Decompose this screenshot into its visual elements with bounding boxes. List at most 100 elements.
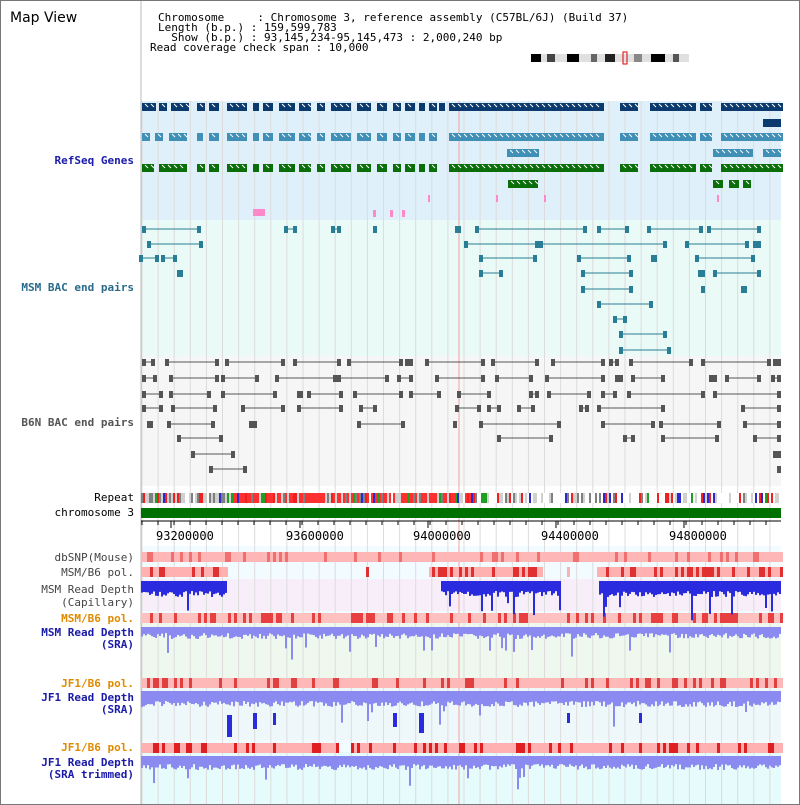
depth-bar (557, 627, 559, 637)
depth-bar (373, 691, 375, 704)
depth-bar (495, 756, 497, 766)
depth-bar (651, 691, 653, 705)
gene-chevron (319, 103, 324, 108)
depth-bar (739, 581, 741, 592)
bac-end-marker (583, 226, 587, 233)
repeat-segment (339, 493, 341, 503)
depth-bar (723, 691, 725, 707)
repeat-segment (295, 493, 297, 503)
track-label-dbsnp[interactable]: dbSNP(Mouse) (54, 551, 134, 564)
depth-bar (293, 627, 295, 635)
depth-bar (229, 756, 231, 770)
track-label-chromosome[interactable]: chromosome 3 (54, 506, 134, 519)
track-label-msm-depth-sra[interactable]: MSM Read Depth (41, 626, 134, 639)
track-label-jf1-depth-sra[interactable]: JF1 Read Depth (41, 691, 134, 704)
repeat-segment (407, 493, 409, 503)
repeat-segment (239, 493, 241, 503)
track-label-jf1-b6-pol[interactable]: JF1/B6 pol. (61, 677, 134, 690)
gene-chevron (379, 133, 384, 138)
depth-bar (295, 756, 297, 765)
depth-bar (753, 756, 755, 769)
heat-cell (222, 678, 225, 688)
track-label-jf1-depth-trim[interactable]: JF1 Read Depth (41, 756, 134, 769)
track-label-msm-b6-pol-2[interactable]: MSM/B6 pol. (61, 612, 134, 625)
repeat-segment (409, 493, 411, 503)
depth-bar (547, 691, 549, 703)
repeat-segment (733, 493, 735, 503)
depth-bar (543, 627, 545, 635)
depth-bar (225, 581, 227, 593)
bac-end-marker (499, 270, 503, 277)
heat-cell (438, 678, 441, 688)
depth-bar (755, 691, 757, 705)
track-label-repeat[interactable]: Repeat (94, 491, 134, 504)
depth-bar (743, 756, 745, 766)
gene-chevron (499, 133, 504, 138)
repeat-segment (265, 493, 267, 503)
heat-cell (669, 613, 672, 623)
track-label-b6n-bac[interactable]: B6N BAC end pairs (21, 416, 134, 429)
heat-cell (771, 743, 774, 753)
heat-cell (744, 678, 747, 688)
track-label-msm-depth-cap[interactable]: MSM Read Depth (41, 583, 134, 596)
depth-bar (555, 756, 557, 769)
repeat-segment (149, 493, 151, 503)
depth-bar (733, 756, 735, 770)
heat-cell (231, 678, 234, 688)
depth-bar (183, 581, 185, 593)
heat-cell (513, 743, 516, 753)
heat-cell (543, 552, 546, 562)
depth-spike (227, 715, 232, 737)
heat-cell (207, 743, 210, 753)
heat-cell (555, 552, 558, 562)
depth-bar (331, 691, 333, 707)
heat-cell (447, 613, 450, 623)
heat-cell (654, 567, 657, 577)
repeat-segment (611, 493, 613, 503)
gene-chevron (339, 164, 344, 169)
repeat-segment (403, 493, 405, 503)
track-label-msm-bac[interactable]: MSM BAC end pairs (21, 281, 134, 294)
heat-cell (471, 678, 474, 688)
depth-bar (687, 691, 689, 707)
gene-chevron (595, 164, 600, 169)
depth-bar (547, 581, 549, 592)
track-label-refseq[interactable]: RefSeq Genes (54, 154, 134, 167)
heat-cell (522, 567, 525, 577)
heat-cell (246, 678, 249, 688)
repeat-segment (171, 493, 173, 503)
depth-bar (167, 691, 169, 702)
depth-bar (441, 627, 443, 634)
depth-bar (731, 691, 733, 707)
depth-bar (245, 627, 247, 635)
heat-cell (648, 743, 651, 753)
heat-cell (303, 552, 306, 562)
depth-bar (297, 756, 299, 770)
depth-bar (697, 756, 699, 765)
heat-cell (771, 567, 774, 577)
track-label-jf1-b6-pol-2[interactable]: JF1/B6 pol. (61, 741, 134, 754)
heat-cell (486, 552, 489, 562)
depth-bar (693, 691, 695, 703)
depth-bar (745, 756, 747, 769)
heat-cell (492, 678, 495, 688)
depth-bar (681, 627, 683, 634)
bac-end-marker (661, 375, 665, 382)
gene-chevron (688, 164, 693, 169)
track-label-msm-b6-pol[interactable]: MSM/B6 pol. (61, 566, 134, 579)
depth-bar (561, 756, 563, 765)
depth-bar (263, 627, 265, 636)
depth-bar (237, 756, 239, 765)
heat-cell (267, 678, 270, 688)
depth-bar (225, 756, 227, 770)
heat-cell (738, 613, 741, 623)
heat-cell (558, 613, 561, 623)
gene-feature (279, 164, 295, 172)
gene-chevron (150, 103, 155, 108)
depth-bar (251, 627, 253, 639)
depth-bar (399, 691, 401, 702)
repeat-segment (497, 493, 499, 503)
depth-bar (649, 691, 651, 707)
depth-bar (345, 627, 347, 637)
